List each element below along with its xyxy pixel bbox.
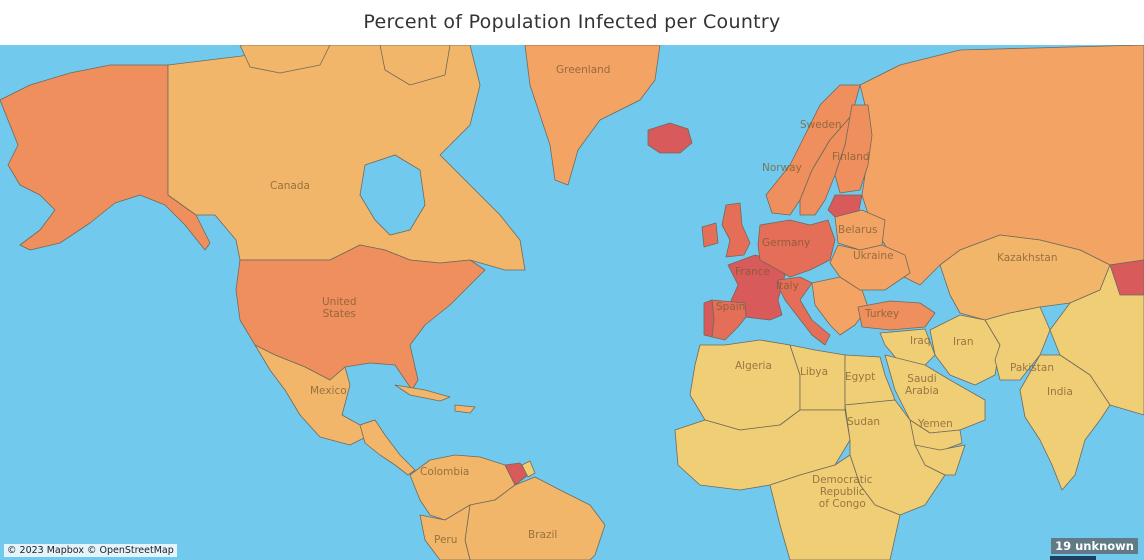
unknown-count-badge[interactable]: 19 unknown bbox=[1051, 538, 1138, 554]
country-turkey[interactable] bbox=[857, 300, 936, 331]
country-peru[interactable] bbox=[419, 504, 471, 560]
country-mongolia[interactable] bbox=[1109, 259, 1144, 296]
country-italy[interactable] bbox=[777, 276, 831, 346]
unknown-indicator-bar bbox=[1050, 556, 1096, 560]
country-french-guiana[interactable] bbox=[521, 460, 536, 478]
country-dr-congo[interactable] bbox=[769, 454, 901, 560]
country-iran[interactable] bbox=[929, 314, 1001, 386]
country-united-kingdom[interactable] bbox=[721, 202, 751, 258]
country-iceland[interactable] bbox=[647, 122, 693, 154]
country-ukraine[interactable] bbox=[829, 244, 911, 291]
country-ireland[interactable] bbox=[701, 222, 719, 248]
country-india[interactable] bbox=[1019, 354, 1111, 491]
map-attribution[interactable]: © 2023 Mapbox © OpenStreetMap bbox=[4, 544, 177, 557]
country-germany[interactable] bbox=[757, 219, 836, 278]
chart-title: Percent of Population Infected per Count… bbox=[363, 11, 781, 33]
country-pakistan[interactable] bbox=[984, 306, 1051, 381]
choropleth-map[interactable]: Greenland Canada United States Mexico No… bbox=[0, 45, 1144, 560]
country-east-asia[interactable] bbox=[1049, 259, 1144, 416]
arctic-islands[interactable] bbox=[239, 45, 451, 86]
country-canada[interactable] bbox=[167, 45, 526, 271]
country-portugal[interactable] bbox=[703, 299, 715, 338]
country-algeria[interactable] bbox=[689, 339, 801, 431]
country-spain[interactable] bbox=[711, 299, 747, 341]
hudson-bay bbox=[359, 154, 426, 236]
caribbean-islands[interactable] bbox=[394, 384, 476, 414]
country-west-africa[interactable] bbox=[674, 409, 851, 491]
central-america[interactable] bbox=[359, 419, 416, 476]
country-finland[interactable] bbox=[834, 104, 873, 194]
country-egypt[interactable] bbox=[844, 354, 896, 406]
country-saudi-arabia[interactable] bbox=[884, 354, 986, 434]
country-greenland[interactable] bbox=[524, 45, 661, 186]
map-canvas[interactable] bbox=[0, 45, 1144, 560]
country-horn-africa[interactable] bbox=[914, 444, 966, 476]
